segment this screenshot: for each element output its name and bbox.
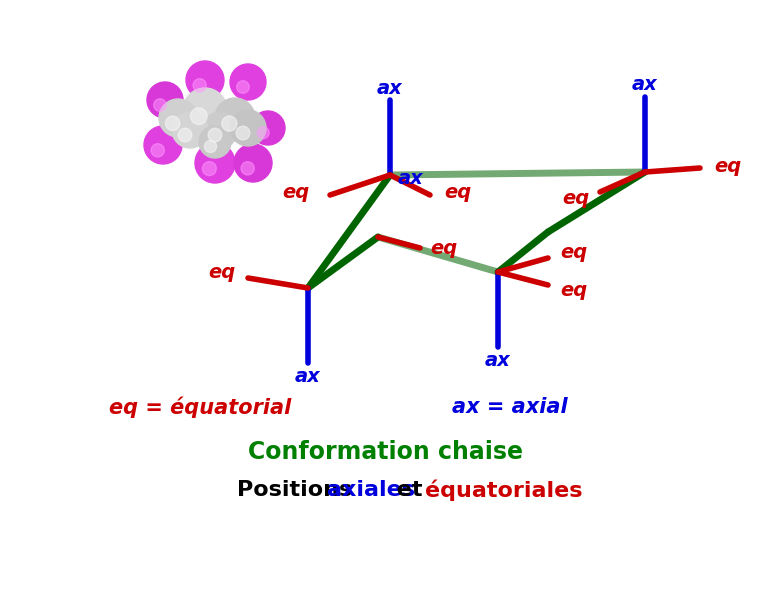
Circle shape — [186, 61, 224, 99]
Text: eq: eq — [430, 239, 457, 257]
Text: eq: eq — [444, 184, 472, 203]
Circle shape — [144, 126, 182, 164]
Circle shape — [208, 128, 222, 142]
Circle shape — [178, 128, 192, 142]
Circle shape — [193, 79, 206, 92]
Text: Conformation chaise: Conformation chaise — [247, 440, 523, 464]
Text: ax: ax — [632, 75, 658, 94]
Text: ax: ax — [295, 366, 321, 385]
Text: et: et — [389, 480, 431, 500]
Circle shape — [204, 140, 217, 153]
Text: ax: ax — [485, 350, 511, 369]
Circle shape — [241, 161, 254, 175]
Circle shape — [147, 82, 183, 118]
Circle shape — [234, 144, 272, 182]
Text: eq: eq — [560, 243, 588, 262]
Text: eq = équatorial: eq = équatorial — [109, 396, 291, 418]
Circle shape — [215, 98, 255, 138]
Circle shape — [183, 88, 227, 132]
Text: ax: ax — [398, 168, 423, 187]
Circle shape — [199, 126, 231, 158]
Circle shape — [202, 112, 238, 148]
Text: ax: ax — [377, 78, 403, 98]
Text: équatoriales: équatoriales — [425, 479, 583, 501]
Circle shape — [251, 111, 285, 145]
Text: eq: eq — [209, 263, 236, 282]
Circle shape — [195, 143, 235, 183]
Circle shape — [172, 112, 208, 148]
Circle shape — [257, 127, 269, 139]
Circle shape — [237, 81, 250, 93]
Circle shape — [230, 110, 266, 146]
Text: eq: eq — [283, 184, 310, 203]
Text: eq: eq — [563, 188, 590, 207]
Circle shape — [236, 126, 250, 140]
Circle shape — [151, 144, 164, 157]
Text: ax = axial: ax = axial — [452, 397, 568, 417]
Circle shape — [191, 108, 208, 124]
Circle shape — [230, 64, 266, 100]
Circle shape — [222, 116, 237, 131]
Circle shape — [153, 99, 166, 111]
Text: Positions: Positions — [237, 480, 360, 500]
Circle shape — [166, 116, 180, 131]
Text: axiales: axiales — [327, 480, 415, 500]
Circle shape — [202, 161, 217, 176]
Circle shape — [159, 99, 197, 137]
Text: eq: eq — [560, 280, 588, 299]
Text: eq: eq — [714, 157, 741, 176]
